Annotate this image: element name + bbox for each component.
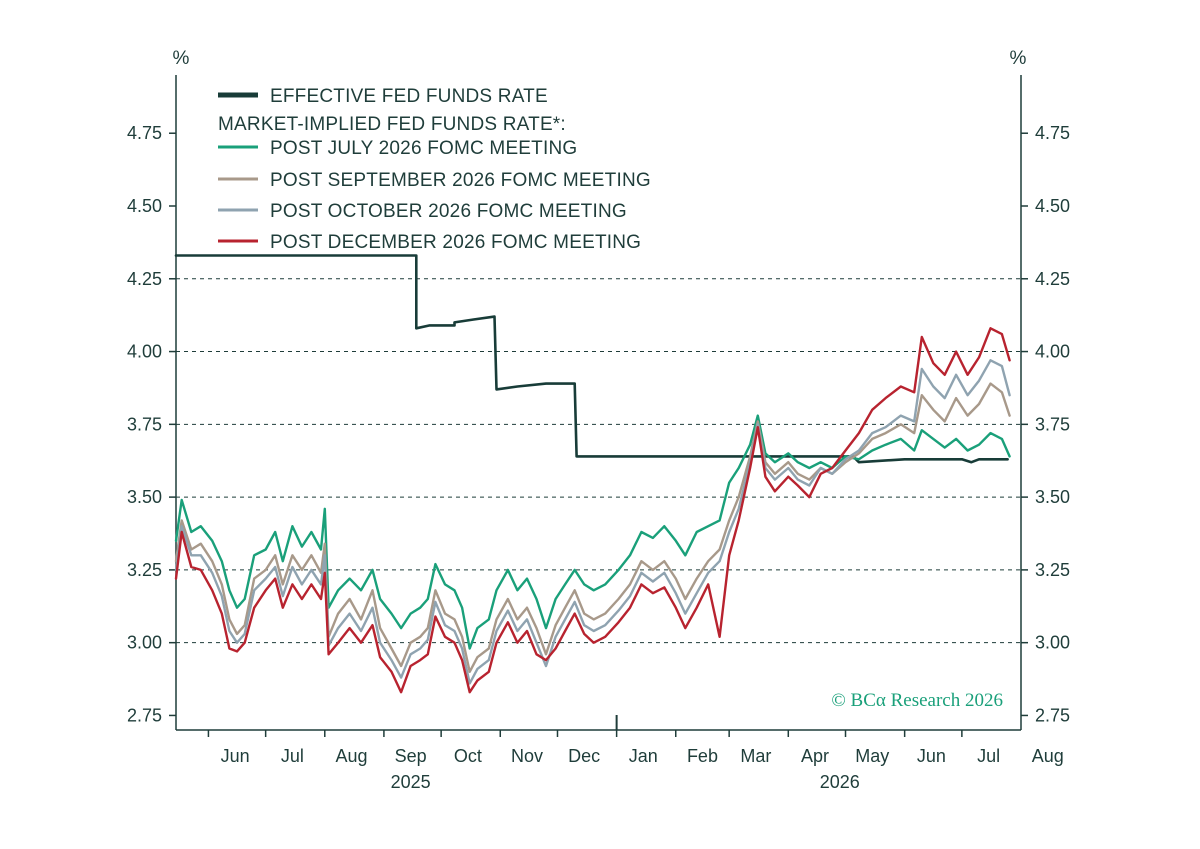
legend-label: POST DECEMBER 2026 FOMC MEETING <box>270 232 641 253</box>
x-tick-label: Jan <box>629 746 658 766</box>
x-tick-label: Apr <box>801 746 829 766</box>
series-line-effective-fed-funds <box>174 254 1009 464</box>
y-ticks: 4.75 4.75 4.50 4.50 4.25 4.25 4.00 4.00 3.75 3.75… <box>127 123 1070 725</box>
series-line-post-december <box>174 327 1011 694</box>
y-tick-label-left: 4.25 <box>127 269 162 289</box>
legend: EFFECTIVE FED FUNDS RATE MARKET-IMPLIED F… <box>218 86 651 253</box>
y-tick-label-left: 3.00 <box>127 633 162 653</box>
x-tick-label: Mar <box>740 746 771 766</box>
x-tick-label: Oct <box>454 746 482 766</box>
axes: % % <box>173 48 1027 731</box>
y-tick-label-left: 4.75 <box>127 123 162 143</box>
x-tick-label: Jul <box>977 746 1000 766</box>
x-tick-label: Dec <box>568 746 600 766</box>
y-tick-label-left: 3.75 <box>127 414 162 434</box>
y-tick-label-left: 2.75 <box>127 705 162 725</box>
x-tick-label: Feb <box>687 746 718 766</box>
x-ticks: Jun Jul Aug Sep Oct Nov Dec Jan Feb Mar Apr May Jun J… <box>207 715 1064 792</box>
x-tick-label: Aug <box>335 746 367 766</box>
series-line-post-september <box>174 382 1011 673</box>
x-tick-label: May <box>855 746 889 766</box>
y-tick-label-right: 4.25 <box>1035 269 1070 289</box>
copyright-watermark: © BCα Research 2026 <box>831 690 1003 711</box>
x-tick-label: Aug <box>1032 746 1064 766</box>
y-tick-label-right: 3.00 <box>1035 633 1070 653</box>
y-tick-label-left: 3.50 <box>127 487 162 507</box>
y-tick-label-left: 4.00 <box>127 342 162 362</box>
legend-label: POST SEPTEMBER 2026 FOMC MEETING <box>270 170 651 191</box>
y-tick-label-right: 4.75 <box>1035 123 1070 143</box>
legend-label: EFFECTIVE FED FUNDS RATE <box>270 86 548 107</box>
x-year-label: 2026 <box>820 772 860 792</box>
y-tick-label-right: 3.75 <box>1035 414 1070 434</box>
legend-label: POST JULY 2026 FOMC MEETING <box>270 138 577 159</box>
legend-label: MARKET-IMPLIED FED FUNDS RATE*: <box>218 114 566 135</box>
x-tick-label: Sep <box>395 746 427 766</box>
y-tick-label-right: 4.00 <box>1035 342 1070 362</box>
y-tick-label-right: 3.50 <box>1035 487 1070 507</box>
y-tick-label-left: 3.25 <box>127 560 162 580</box>
series-lines <box>174 254 1011 694</box>
series-line-post-july <box>174 414 1011 650</box>
series-line-post-october <box>174 359 1011 685</box>
y-tick-label-left: 4.50 <box>127 196 162 216</box>
x-tick-label: Jun <box>221 746 250 766</box>
legend-label: POST OCTOBER 2026 FOMC MEETING <box>270 201 627 222</box>
y-tick-label-right: 3.25 <box>1035 560 1070 580</box>
right-unit-label: % <box>1010 48 1027 69</box>
y-tick-label-right: 4.50 <box>1035 196 1070 216</box>
left-unit-label: % <box>173 48 190 69</box>
y-tick-label-right: 2.75 <box>1035 705 1070 725</box>
x-year-label: 2025 <box>391 772 431 792</box>
x-tick-label: Jul <box>281 746 304 766</box>
x-tick-label: Nov <box>511 746 543 766</box>
x-tick-label: Jun <box>917 746 946 766</box>
gridlines <box>176 278 1021 644</box>
